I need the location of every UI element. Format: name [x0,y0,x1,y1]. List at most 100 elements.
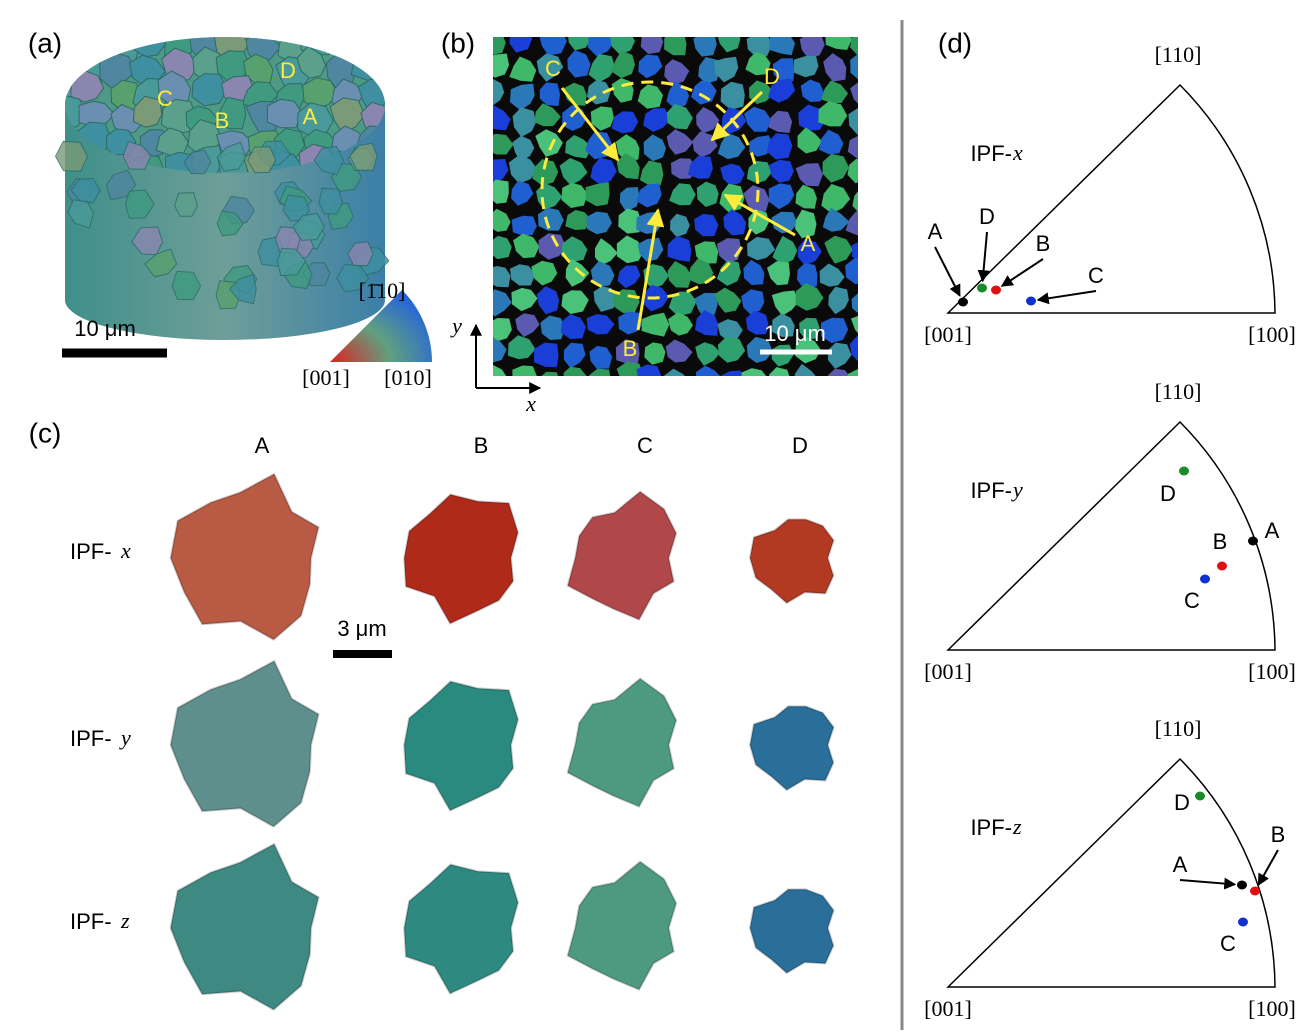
column-label: D [792,433,808,458]
grain [296,45,327,79]
grain [493,105,511,131]
grain [768,183,795,210]
pole-label: [001] [924,322,972,347]
grain-3d [403,680,520,812]
grain [667,261,692,288]
orientation-point [958,297,968,307]
grain [567,50,591,78]
column-label: A [255,433,270,458]
key-label: [010] [384,365,432,390]
grain-label: B [215,108,230,133]
grain [539,37,567,56]
grain [509,37,533,53]
grain [565,135,593,159]
axis-label: y [450,313,462,338]
row-axis: x [120,538,131,563]
grain [70,69,105,103]
grain [588,368,611,376]
grain [511,180,534,206]
grain [585,182,610,207]
orientation-point [1238,917,1248,927]
grain [636,183,662,208]
grain [292,212,325,241]
grain [563,366,587,376]
grain [357,37,385,58]
grain [687,156,713,179]
grain [664,59,690,86]
grain [768,78,796,103]
grain [720,163,745,186]
grain [822,153,849,183]
grain [493,364,507,376]
grain [822,207,850,232]
grain [828,286,849,315]
grain [313,145,345,176]
grain-3d [403,863,520,995]
grain [589,345,613,369]
row-axis: y [119,725,131,750]
grain [745,310,769,335]
grain [850,82,858,104]
grain [512,365,537,376]
grain [493,133,514,155]
grain [610,37,635,55]
row-axis: z [120,908,130,933]
panel-label: (d) [938,27,972,58]
grain [720,370,744,376]
grain [665,339,693,363]
grain [821,80,849,103]
grain [643,108,671,132]
grain [559,157,588,186]
axes-arrows [470,323,542,394]
key-label: [001] [302,365,350,390]
axis-label: x [525,391,536,416]
grain [850,315,858,334]
grain [587,37,615,57]
grain [693,37,717,57]
grain [590,261,615,287]
grain [532,159,559,186]
grain [714,287,742,313]
pointer [1179,877,1237,890]
grain-3d [566,677,678,808]
grain [694,213,719,237]
grain [493,266,511,288]
grain [493,289,512,317]
grain [616,235,645,264]
grain [219,96,247,130]
grain [539,82,561,107]
grain [795,209,817,239]
grain [772,58,795,82]
grain-label: A [303,104,318,129]
grain [536,53,564,82]
grain [819,263,845,287]
grain-label: D [764,64,780,89]
grain [666,103,693,130]
grain [615,339,640,365]
grain [695,365,721,376]
grain [638,54,663,79]
grain [619,187,640,212]
grain [695,310,719,336]
scale-label: 3 μm [337,616,386,641]
grain [512,107,537,138]
grain [797,239,822,266]
grain [122,140,152,170]
grains [493,37,858,376]
grain [611,111,639,134]
grain [713,56,739,83]
grain-3d [748,888,835,975]
pole-label: [110] [1155,42,1202,67]
ipf-axis: y [1011,477,1023,502]
grain [695,342,721,366]
grain [767,261,790,286]
grain [845,211,858,236]
grain [536,286,560,315]
grain [510,264,536,286]
grain [513,233,540,259]
orientation-point [1237,880,1247,890]
scale-label: 10 μm [764,321,826,346]
grain [723,209,747,236]
grain [67,199,94,229]
